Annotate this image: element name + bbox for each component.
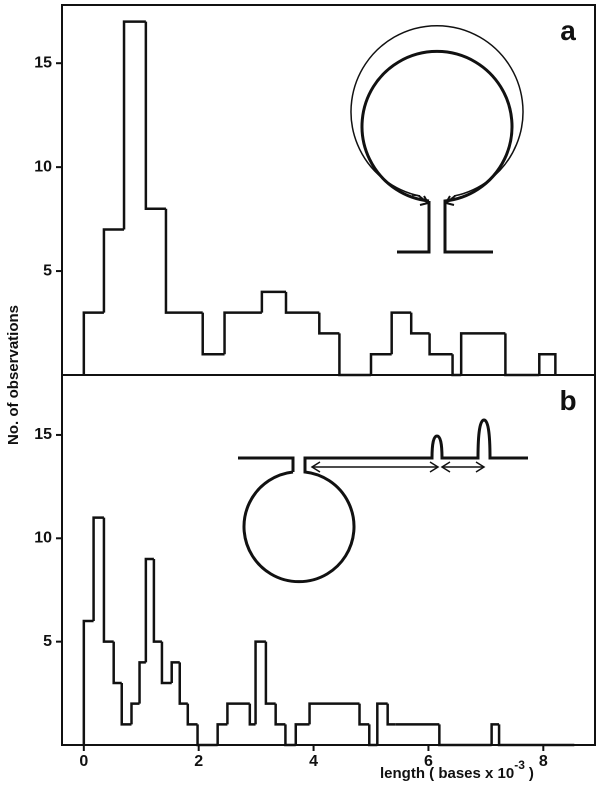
histogram-bin bbox=[284, 291, 320, 314]
x-tick-label: 4 bbox=[309, 753, 318, 770]
diagram-b bbox=[238, 418, 528, 584]
histogram-bin bbox=[144, 557, 154, 663]
histogram-bin bbox=[186, 703, 198, 726]
histogram-bin bbox=[264, 641, 276, 705]
y-tick-label: 15 bbox=[34, 54, 52, 71]
histogram-bin bbox=[451, 354, 462, 377]
x-tick-label: 2 bbox=[194, 753, 203, 770]
histogram-bin bbox=[338, 333, 372, 377]
histogram-bin bbox=[112, 641, 122, 685]
histogram-bin bbox=[130, 702, 140, 725]
y-tick-label: 10 bbox=[34, 158, 52, 175]
histogram-bin bbox=[490, 723, 500, 745]
histogram-bin bbox=[196, 724, 218, 747]
histogram-bin bbox=[170, 661, 180, 683]
histogram-bin bbox=[409, 312, 430, 335]
y-tick-label: 5 bbox=[43, 633, 52, 650]
histogram-bin bbox=[82, 619, 94, 745]
x-tick-label: 0 bbox=[79, 753, 88, 770]
x-tick-label: 8 bbox=[539, 753, 548, 770]
histogram-bin bbox=[160, 641, 172, 685]
histogram-bin bbox=[376, 702, 388, 745]
histogram-bin bbox=[122, 20, 146, 230]
panel-label: b bbox=[559, 385, 576, 416]
histogram-bin bbox=[144, 21, 166, 210]
histogram-bin bbox=[459, 332, 506, 375]
histogram-bin bbox=[368, 724, 378, 747]
histogram-bin bbox=[318, 312, 340, 335]
y-tick-label: 10 bbox=[34, 530, 52, 547]
histogram-bin bbox=[216, 723, 228, 745]
diagram-a bbox=[350, 24, 524, 254]
histogram-bin bbox=[390, 311, 412, 355]
y-axis-label: No. of observations bbox=[5, 305, 22, 445]
histogram-bin bbox=[102, 228, 125, 313]
histogram-bin bbox=[164, 208, 203, 314]
x-tick-label: 6 bbox=[424, 753, 433, 770]
histogram-bin bbox=[358, 703, 370, 726]
panel-label: a bbox=[560, 15, 576, 46]
y-tick-label: 5 bbox=[43, 262, 52, 279]
histogram-bin bbox=[294, 723, 310, 745]
histogram-bin bbox=[178, 662, 188, 705]
histogram-bin bbox=[248, 703, 256, 726]
histogram-bin bbox=[260, 290, 286, 313]
histogram-bin bbox=[428, 333, 453, 356]
histogram-bin bbox=[82, 311, 104, 375]
histogram-bin bbox=[369, 352, 392, 375]
histogram-bin bbox=[254, 640, 266, 725]
histogram-bin bbox=[497, 724, 575, 747]
histogram-bin bbox=[504, 333, 540, 377]
histogram-bin bbox=[438, 724, 492, 747]
y-tick-label: 15 bbox=[34, 426, 52, 443]
histogram-bin bbox=[284, 724, 296, 747]
histogram-bin bbox=[308, 702, 360, 725]
histogram-bin bbox=[226, 702, 250, 725]
x-axis-label-exponent: -3 bbox=[514, 758, 525, 772]
histogram-bin bbox=[274, 703, 286, 726]
x-axis-label-end: ) bbox=[529, 765, 534, 782]
histogram-bin bbox=[538, 352, 557, 375]
histogram-bin bbox=[138, 661, 146, 704]
histogram-bin bbox=[223, 311, 262, 355]
histogram-bin bbox=[102, 517, 114, 643]
histogram-bin bbox=[152, 558, 162, 643]
histogram-bin bbox=[201, 312, 225, 356]
histogram-bin bbox=[386, 703, 396, 726]
histogram-bin bbox=[120, 682, 132, 726]
histogram-bin bbox=[92, 516, 104, 621]
x-axis-label: length ( bases x 10-3) bbox=[380, 758, 534, 782]
x-axis-label-main: length ( bases x 10 bbox=[380, 765, 514, 782]
